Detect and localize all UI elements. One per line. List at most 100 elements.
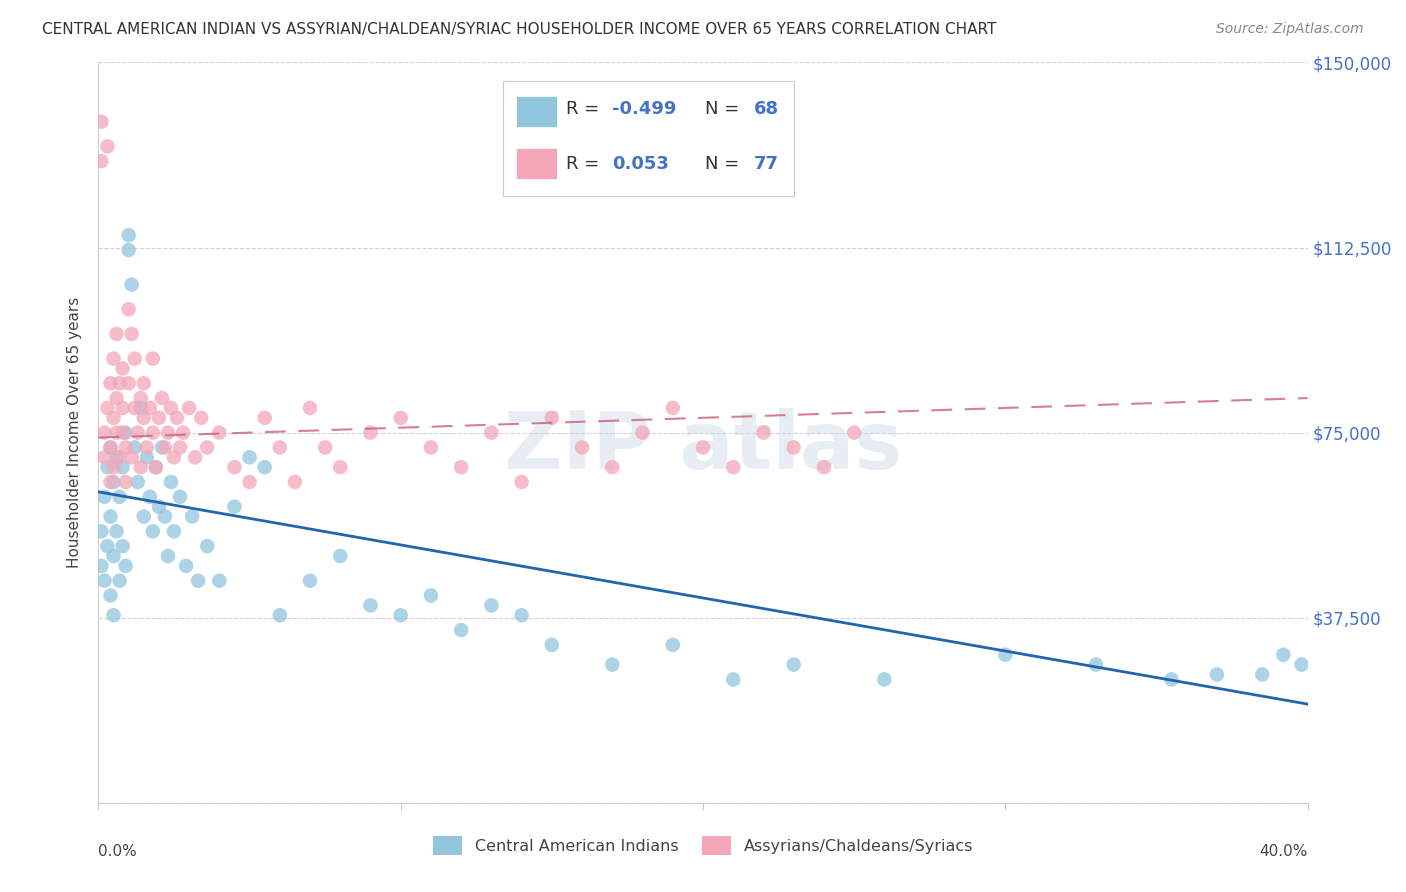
Text: N =: N = xyxy=(706,155,745,173)
Point xyxy=(156,549,179,563)
Point xyxy=(752,425,775,440)
Point xyxy=(124,401,146,415)
Point xyxy=(90,558,112,573)
Point xyxy=(253,410,276,425)
Point xyxy=(631,425,654,440)
Point xyxy=(190,410,212,425)
Point xyxy=(314,441,336,455)
Point xyxy=(389,410,412,425)
Point xyxy=(93,450,115,465)
Point xyxy=(142,351,165,366)
Point xyxy=(111,425,134,440)
Point xyxy=(844,425,866,440)
Point xyxy=(103,608,125,623)
Point xyxy=(111,361,134,376)
Point xyxy=(540,410,562,425)
Point xyxy=(172,425,194,440)
Text: 68: 68 xyxy=(754,100,779,118)
Point xyxy=(150,391,173,405)
Point xyxy=(269,608,291,623)
Point xyxy=(118,302,141,317)
Point xyxy=(103,410,125,425)
Point xyxy=(163,450,186,465)
Point xyxy=(208,425,231,440)
Point xyxy=(166,410,188,425)
Point xyxy=(105,450,128,465)
FancyBboxPatch shape xyxy=(516,95,557,127)
Point xyxy=(145,460,167,475)
Point xyxy=(239,450,262,465)
Point xyxy=(239,475,262,489)
Point xyxy=(103,475,125,489)
Text: 0.053: 0.053 xyxy=(613,155,669,173)
Point xyxy=(1085,657,1108,672)
Point xyxy=(96,139,118,153)
Y-axis label: Householder Income Over 65 years: Householder Income Over 65 years xyxy=(67,297,83,568)
Point xyxy=(121,277,143,292)
Text: ZIP atlas: ZIP atlas xyxy=(503,409,903,486)
Point xyxy=(100,441,122,455)
Point xyxy=(153,441,176,455)
Point xyxy=(148,410,170,425)
Point xyxy=(124,351,146,366)
Point xyxy=(184,450,207,465)
Point xyxy=(420,589,443,603)
Text: Source: ZipAtlas.com: Source: ZipAtlas.com xyxy=(1216,22,1364,37)
Point xyxy=(187,574,209,588)
Point xyxy=(103,351,125,366)
Point xyxy=(93,425,115,440)
Point xyxy=(181,509,204,524)
Point xyxy=(108,376,131,391)
Point xyxy=(160,475,183,489)
Point xyxy=(90,114,112,128)
Point xyxy=(169,490,191,504)
Point xyxy=(269,441,291,455)
Point xyxy=(510,475,533,489)
Point xyxy=(360,425,382,440)
Point xyxy=(360,599,382,613)
Point xyxy=(481,599,503,613)
Point xyxy=(783,657,806,672)
Point xyxy=(153,509,176,524)
Point xyxy=(100,589,122,603)
Point xyxy=(111,539,134,553)
Text: N =: N = xyxy=(706,100,745,118)
Point xyxy=(602,657,624,672)
Point xyxy=(142,425,165,440)
Point xyxy=(299,574,322,588)
Point xyxy=(723,460,745,475)
Point xyxy=(118,243,141,257)
Point xyxy=(299,401,322,415)
Point xyxy=(163,524,186,539)
Point xyxy=(148,500,170,514)
Point xyxy=(114,441,136,455)
Text: CENTRAL AMERICAN INDIAN VS ASSYRIAN/CHALDEAN/SYRIAC HOUSEHOLDER INCOME OVER 65 Y: CENTRAL AMERICAN INDIAN VS ASSYRIAN/CHAL… xyxy=(42,22,997,37)
Point xyxy=(873,673,896,687)
Point xyxy=(1160,673,1182,687)
Point xyxy=(100,441,122,455)
Point xyxy=(129,401,152,415)
Point xyxy=(132,410,155,425)
Point xyxy=(121,326,143,341)
Point xyxy=(132,376,155,391)
Point xyxy=(118,228,141,243)
Point xyxy=(723,673,745,687)
Legend: Central American Indians, Assyrians/Chaldeans/Syriacs: Central American Indians, Assyrians/Chal… xyxy=(426,830,980,862)
Point xyxy=(510,608,533,623)
Point xyxy=(135,450,157,465)
Point xyxy=(540,638,562,652)
Point xyxy=(114,558,136,573)
Point xyxy=(127,425,149,440)
Point xyxy=(195,441,218,455)
Point xyxy=(114,475,136,489)
Point xyxy=(108,490,131,504)
Point xyxy=(118,376,141,391)
Point xyxy=(571,441,593,455)
Point xyxy=(111,460,134,475)
Point xyxy=(96,401,118,415)
Point xyxy=(253,460,276,475)
Point xyxy=(1206,667,1229,681)
Point xyxy=(174,558,197,573)
Point xyxy=(121,450,143,465)
Text: -0.499: -0.499 xyxy=(613,100,676,118)
